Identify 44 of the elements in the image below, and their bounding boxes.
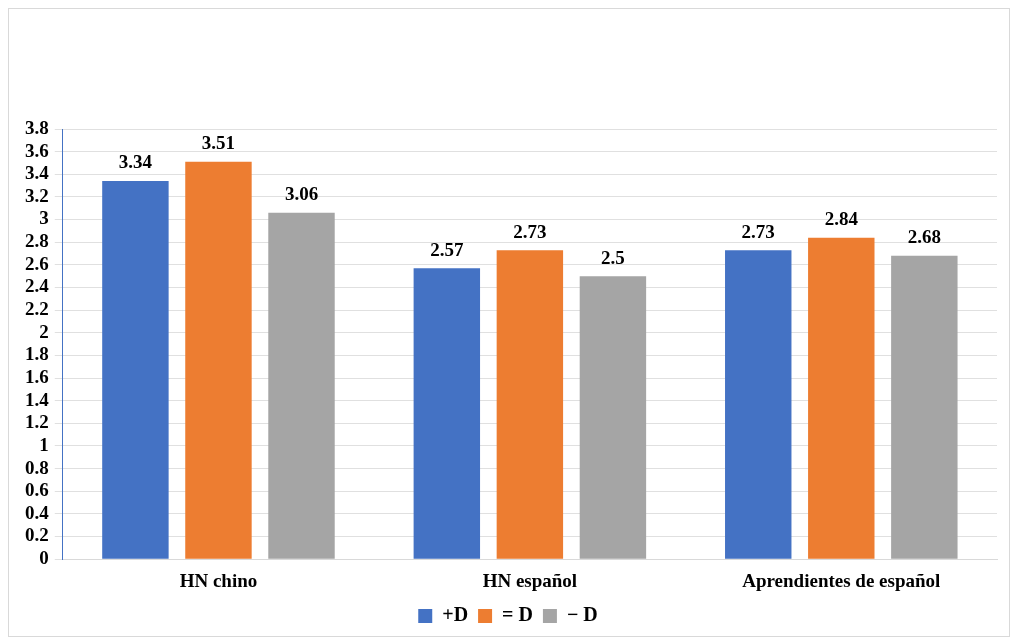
data-label: 2.84 bbox=[824, 208, 859, 230]
x-tick-label: Aprendientes de español bbox=[742, 569, 941, 591]
bar bbox=[808, 237, 875, 559]
y-tick-label: 3.2 bbox=[25, 184, 49, 206]
y-tick-label: 0.8 bbox=[25, 456, 49, 478]
bar bbox=[891, 255, 958, 559]
y-tick-label: 1.8 bbox=[25, 343, 49, 365]
y-tick-label: 1.2 bbox=[25, 411, 49, 433]
bar bbox=[579, 276, 647, 559]
y-tick-label: 1.6 bbox=[25, 365, 49, 387]
data-label: 2.68 bbox=[907, 226, 941, 248]
legend-label: +D bbox=[442, 603, 469, 626]
y-tick-label: 3.4 bbox=[25, 162, 50, 184]
data-label: 2.57 bbox=[430, 238, 464, 260]
y-tick-label: 1.4 bbox=[25, 388, 50, 410]
data-label: 2.73 bbox=[741, 220, 775, 242]
data-label: 3.34 bbox=[118, 151, 153, 173]
legend-label: − D bbox=[566, 603, 598, 626]
bar bbox=[185, 161, 252, 559]
data-label: 3.06 bbox=[284, 183, 319, 205]
y-tick-label: 2.4 bbox=[25, 275, 50, 297]
data-label: 2.73 bbox=[513, 220, 547, 242]
y-tick-label: 0.6 bbox=[25, 479, 49, 501]
x-tick-label: HN chino bbox=[179, 569, 258, 591]
y-tick-label: 2.6 bbox=[25, 252, 49, 274]
y-tick-label: 0 bbox=[39, 547, 49, 569]
y-tick-label: 3 bbox=[39, 207, 49, 229]
y-tick-label: 3.6 bbox=[25, 139, 49, 161]
y-tick-label: 0.4 bbox=[25, 501, 50, 523]
legend-label: = D bbox=[502, 603, 533, 626]
y-tick-label: 3.8 bbox=[25, 116, 49, 138]
y-tick-label: 2 bbox=[39, 320, 49, 342]
y-tick-label: 2.8 bbox=[25, 230, 49, 252]
bar bbox=[268, 212, 335, 559]
x-tick-label: HN español bbox=[482, 569, 578, 591]
y-tick-label: 2.2 bbox=[25, 298, 49, 320]
bar bbox=[496, 250, 564, 559]
data-label: 2.5 bbox=[601, 246, 625, 268]
y-tick-label: 1 bbox=[39, 433, 49, 455]
data-label: 3.51 bbox=[201, 132, 236, 154]
bar bbox=[413, 268, 481, 559]
y-tick-label: 0.2 bbox=[25, 524, 49, 546]
bar bbox=[102, 181, 169, 559]
bar bbox=[725, 250, 792, 559]
